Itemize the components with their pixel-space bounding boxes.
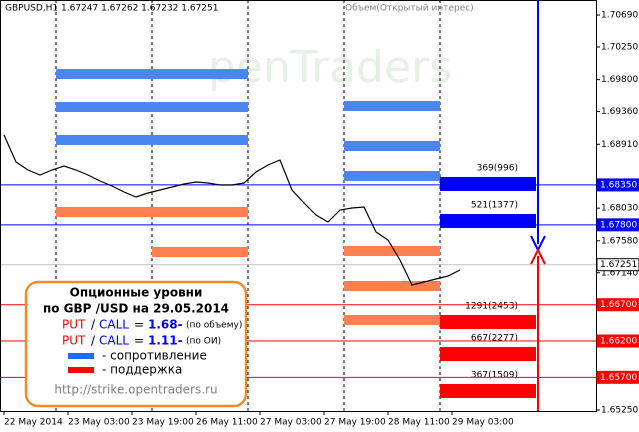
- level-label: 667(2277): [471, 334, 518, 344]
- legend-swatch: [68, 353, 94, 359]
- price-tag-label: 1.66200: [600, 337, 637, 347]
- chart-header: GBPUSD,H1 1.67247 1.67262 1.67232 1.6725…: [5, 4, 218, 14]
- level-bar: [440, 383, 536, 398]
- price-tag: [596, 298, 639, 312]
- level-bar: [440, 214, 536, 229]
- note: (по ОИ): [186, 337, 221, 347]
- x-tick-label: 22 May 2014: [4, 418, 63, 428]
- level-label: 369(996): [477, 163, 518, 173]
- legend-title: Опционные уровни: [70, 286, 203, 300]
- legend-resistance: - сопротивление: [102, 349, 207, 363]
- level-bar: [344, 314, 440, 325]
- x-tick-label: 23 May 03:00: [68, 418, 130, 428]
- level-bar: [344, 170, 440, 181]
- legend-box: [24, 280, 248, 408]
- price-tag-label: 1.65700: [600, 373, 637, 383]
- call: CALL: [99, 334, 129, 348]
- put: PUT: [62, 318, 86, 332]
- legend: Опционные уровни по GBP /USD на 29.05.20…: [24, 280, 248, 408]
- call: CALL: [99, 318, 129, 332]
- level-label: 521(1377): [471, 201, 518, 211]
- y-tick-label: 1.70250: [601, 42, 638, 52]
- price-tag-label: 1.66700: [600, 300, 637, 310]
- price-tag: [596, 258, 639, 272]
- legend-swatch: [68, 367, 94, 373]
- x-tick-label: 26 May 11:00: [196, 418, 258, 428]
- level-bar: [152, 247, 248, 258]
- price-tag: [596, 370, 639, 384]
- eq: =: [134, 334, 144, 348]
- level-label: 1291(2453): [465, 301, 518, 311]
- y-tick-label: 1.70690: [601, 11, 638, 21]
- level-bar: [344, 280, 440, 291]
- watermark: penTraders: [208, 42, 452, 93]
- y-tick-label: 1.68910: [601, 140, 638, 150]
- legend-support: - поддержка: [102, 363, 182, 377]
- level-bar: [56, 69, 152, 80]
- note: (по объему): [186, 321, 242, 331]
- y-tick-label: 1.67580: [601, 236, 638, 246]
- x-tick-label: 28 May 11:00: [388, 418, 450, 428]
- level-bar: [440, 176, 536, 191]
- ratio: 1.11-: [148, 334, 183, 348]
- price-tag: [596, 334, 639, 348]
- legend-subtitle: по GBP /USD на 29.05.2014: [43, 302, 229, 316]
- level-bar: [344, 141, 440, 152]
- price-tag-label: 1.67800: [600, 220, 637, 230]
- level-bar: [152, 102, 248, 113]
- put: PUT: [62, 334, 86, 348]
- legend-url: http://strike.opentraders.ru: [54, 383, 217, 397]
- level-bar: [344, 245, 440, 256]
- price-tag-label: 1.68350: [600, 180, 637, 190]
- arrow-head: [530, 247, 546, 265]
- ratio: 1.68-: [148, 318, 183, 332]
- price-line-series: [3, 134, 461, 286]
- level-bar: [56, 134, 152, 145]
- x-tick-label: 27 May 03:00: [260, 418, 322, 428]
- plot-border: [0, 0, 597, 412]
- x-tick-label: 23 May 19:00: [132, 418, 194, 428]
- level-bar: [152, 69, 248, 80]
- slash: /: [91, 334, 96, 348]
- indicator-label: Объем(Открытый интерес): [345, 4, 474, 14]
- x-tick-label: 29 May 03:00: [452, 418, 514, 428]
- y-tick-label: 1.68030: [601, 204, 638, 214]
- price-tag: [596, 218, 639, 232]
- level-bar: [440, 347, 536, 362]
- x-tick-label: 27 May 19:00: [324, 418, 386, 428]
- level-bar: [56, 206, 152, 217]
- level-bar: [152, 134, 248, 145]
- level-bar: [440, 314, 536, 329]
- eq: =: [134, 318, 144, 332]
- price-tag-label: 1.67251: [600, 260, 637, 270]
- y-tick-label: 1.69360: [601, 107, 638, 117]
- y-tick-label: 1.67140: [601, 268, 638, 278]
- y-tick-label: 1.65250: [601, 405, 638, 415]
- y-tick-label: 1.69800: [601, 75, 638, 85]
- level-label: 367(1509): [471, 370, 518, 380]
- price-tag: [596, 178, 639, 192]
- level-bar: [152, 206, 248, 217]
- slash: /: [91, 318, 96, 332]
- level-bar: [344, 100, 440, 111]
- level-bar: [56, 102, 152, 113]
